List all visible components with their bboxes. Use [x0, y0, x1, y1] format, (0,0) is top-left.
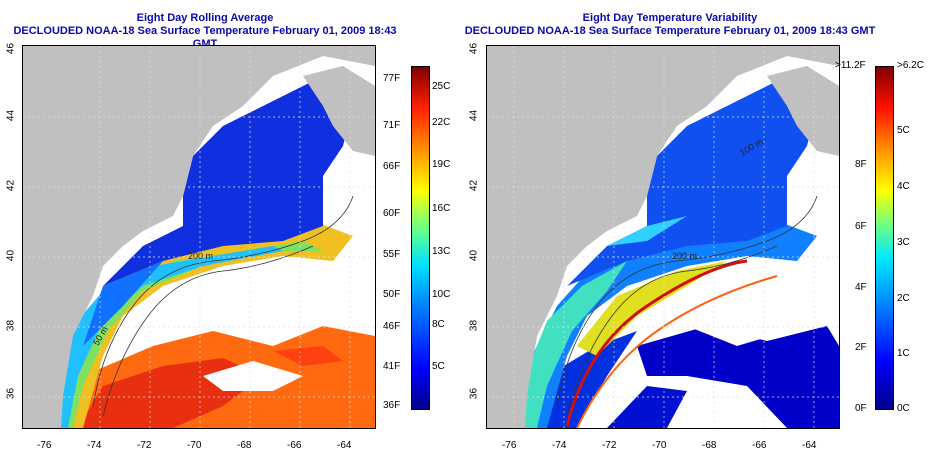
colorbar-label: 4F: [855, 282, 867, 293]
colorbar-label: 8C: [432, 319, 445, 330]
variability-colorbar: [875, 66, 894, 410]
right-title-line2: DECLOUDED NOAA-18 Sea Surface Temperatur…: [464, 25, 876, 37]
colorbar-label: 25C: [432, 81, 451, 92]
colorbar-label: 41F: [383, 361, 401, 372]
colorbar-label: >11.2F: [835, 60, 866, 71]
colorbar-label: 1C: [897, 348, 910, 359]
colorbar-label: 36F: [383, 400, 401, 411]
lat-tick: 40: [468, 249, 480, 262]
lon-tick: -64: [337, 440, 352, 451]
lon-tick: -68: [237, 440, 252, 451]
lat-tick: 40: [5, 249, 17, 262]
colorbar-label: 46F: [383, 321, 401, 332]
lon-tick: -70: [652, 440, 667, 451]
colorbar-label: 71F: [383, 120, 401, 131]
lon-tick: -74: [552, 440, 567, 451]
colorbar-label: 19C: [432, 159, 451, 170]
colorbar-label: 55F: [383, 249, 401, 260]
lat-tick: 42: [5, 179, 17, 192]
lon-tick: -72: [137, 440, 152, 451]
lat-tick: 44: [468, 109, 480, 122]
lat-tick: 36: [468, 387, 480, 400]
colorbar-label: 50F: [383, 289, 401, 300]
sst-average-map: 200 m 50 m: [22, 45, 376, 429]
lat-tick: 38: [5, 319, 17, 332]
right-panel-title: Eight Day Temperature Variability DECLOU…: [460, 12, 880, 38]
colorbar-label: 6F: [855, 221, 867, 232]
colorbar-label: 10C: [432, 289, 451, 300]
lat-tick: 42: [468, 179, 480, 192]
sst-variability-map: 100 m 200 m: [486, 45, 840, 429]
lon-tick: -64: [802, 440, 817, 451]
lon-tick: -76: [502, 440, 517, 451]
colorbar-label: 2F: [855, 342, 867, 353]
contour-label-200m-right: 200 m: [672, 251, 697, 261]
lon-tick: -66: [287, 440, 302, 451]
lon-tick: -66: [752, 440, 767, 451]
colorbar-label: >6.2C: [897, 60, 924, 71]
colorbar-label: 5C: [897, 125, 910, 136]
lon-tick: -72: [602, 440, 617, 451]
lon-tick: -70: [187, 440, 202, 451]
lat-tick: 46: [5, 42, 17, 55]
lat-tick: 36: [5, 387, 17, 400]
colorbar-label: 13C: [432, 246, 451, 257]
lat-tick: 44: [5, 109, 17, 122]
colorbar-label: 0C: [897, 403, 910, 414]
lon-tick: -68: [702, 440, 717, 451]
colorbar-label: 5C: [432, 361, 445, 372]
colorbar-label: 4C: [897, 181, 910, 192]
temperature-colorbar: [411, 66, 430, 410]
lon-tick: -74: [87, 440, 102, 451]
lat-tick: 46: [468, 42, 480, 55]
right-title-line1: Eight Day Temperature Variability: [582, 12, 758, 24]
contour-label-200m: 200 m: [188, 251, 213, 261]
left-title-line1: Eight Day Rolling Average: [136, 12, 274, 24]
colorbar-label: 2C: [897, 293, 910, 304]
colorbar-label: 16C: [432, 203, 451, 214]
colorbar-label: 3C: [897, 237, 910, 248]
colorbar-label: 22C: [432, 117, 451, 128]
colorbar-label: 66F: [383, 161, 401, 172]
colorbar-label: 77F: [383, 73, 401, 84]
lon-tick: -76: [37, 440, 52, 451]
colorbar-label: 60F: [383, 208, 401, 219]
colorbar-label: 0F: [855, 403, 867, 414]
lat-tick: 38: [468, 319, 480, 332]
colorbar-label: 8F: [855, 159, 867, 170]
